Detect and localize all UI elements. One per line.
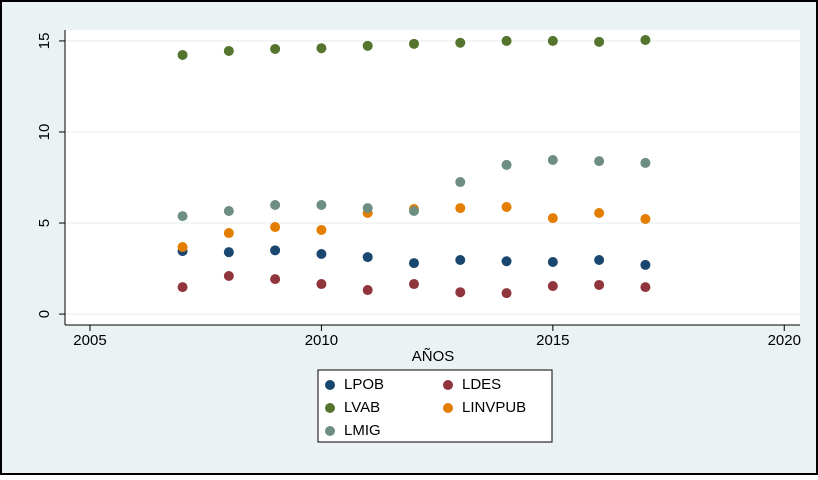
legend-marker [325,426,335,436]
point [223,228,234,239]
x-axis-label: AÑOS [412,348,455,365]
point [223,45,234,56]
x-tick-label: 2010 [305,332,338,349]
plot-area [65,30,800,325]
x-tick-label: 2015 [536,332,569,349]
y-tick-label: 5 [36,219,53,227]
point [408,38,419,49]
point [501,202,512,212]
point [547,155,558,166]
legend-label: LINVPUB [462,399,526,416]
point [594,279,605,290]
point [316,224,327,235]
point [594,208,605,219]
legend-marker [443,403,453,413]
point [640,35,651,46]
point [223,206,234,217]
legend-marker [325,380,335,390]
point [640,259,651,270]
point [362,203,373,214]
point [362,40,373,51]
legend-label: LPOB [344,376,384,393]
point [177,211,188,222]
point [547,213,558,224]
point [316,199,327,210]
point [547,35,558,46]
point [177,242,188,253]
point [408,279,419,290]
point [501,35,512,46]
point [640,157,651,168]
point [408,258,419,269]
legend-marker [325,403,335,413]
y-tick-label: 10 [36,124,53,141]
y-tick-label: 0 [36,310,53,318]
point [640,214,651,225]
point [594,156,605,167]
point [547,281,558,292]
point [455,37,466,48]
point [316,279,327,290]
point [270,199,281,210]
point [177,49,188,60]
point [223,247,234,258]
point [547,256,558,267]
point [177,282,188,293]
x-tick-label: 2020 [768,332,801,349]
point [270,245,281,256]
point [501,159,512,170]
point [501,288,512,299]
point [455,177,466,188]
point [223,271,234,282]
point [501,256,512,267]
point [455,203,466,214]
x-tick-label: 2005 [73,332,106,349]
point [270,274,281,285]
point [594,36,605,47]
y-tick-label: 15 [36,33,53,50]
point [270,222,281,233]
point [316,248,327,259]
point [455,287,466,298]
point [408,206,419,217]
point [362,252,373,263]
point [362,285,373,296]
legend-label: LVAB [344,399,380,416]
legend-box [317,369,553,443]
point [594,254,605,265]
point [455,254,466,265]
point [640,282,651,293]
legend-label: LMIG [344,422,381,439]
legend-label: LDES [462,376,501,393]
legend-marker [443,380,453,390]
point [316,43,327,54]
point [270,43,281,54]
